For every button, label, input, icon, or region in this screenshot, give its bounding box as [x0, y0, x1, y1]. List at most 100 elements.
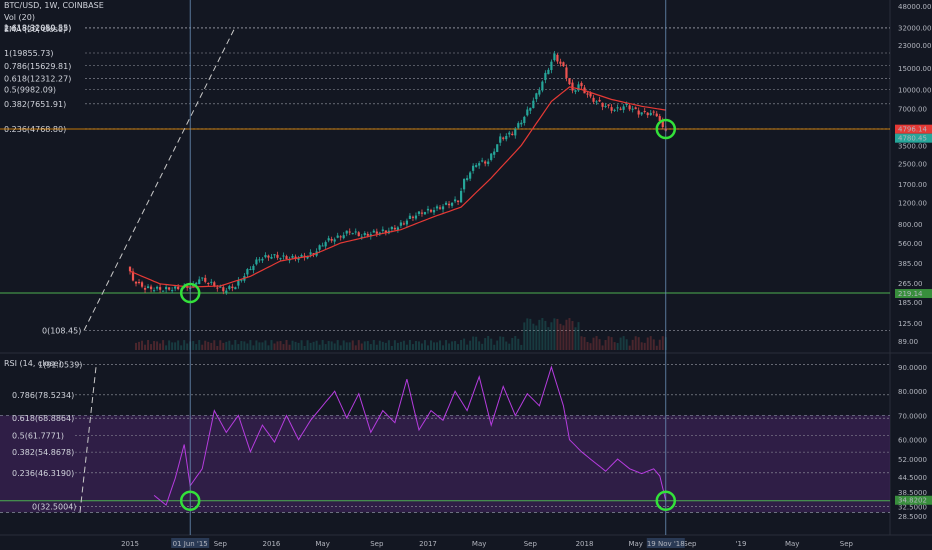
volume-bar	[505, 341, 508, 350]
candle-body	[559, 61, 562, 64]
candle-body	[282, 255, 285, 257]
volume-bar	[216, 345, 219, 350]
volume-bar	[442, 345, 445, 350]
volume-bar	[661, 336, 664, 350]
volume-bar	[207, 341, 210, 350]
volume-bar	[426, 345, 429, 350]
volume-bar	[351, 340, 354, 350]
volume-bar	[547, 327, 550, 350]
candle-body	[219, 286, 222, 288]
price-axis-tick: 48000.00	[898, 3, 931, 11]
rsi-axis-tick: 32.5000	[898, 503, 927, 511]
candle-body	[444, 202, 448, 205]
volume-bar	[210, 342, 213, 350]
volume-bar	[493, 344, 496, 350]
volume-bar	[451, 341, 454, 350]
candle-body	[399, 222, 402, 226]
price-axis-tick: 560.00	[898, 240, 923, 248]
rsi-axis-tick: 52.0000	[898, 456, 927, 464]
price-axis-tick: 2500.00	[898, 160, 927, 168]
candle-body	[345, 230, 348, 234]
volume-bar	[423, 340, 426, 350]
volume-bar	[300, 340, 303, 350]
candle-body	[155, 286, 159, 289]
volume-bar	[595, 336, 598, 350]
volume-bar	[228, 340, 231, 350]
candle-body	[291, 255, 294, 258]
candle-body	[321, 245, 324, 247]
volume-bar	[478, 341, 481, 350]
candle-body	[162, 290, 165, 292]
candle-body	[411, 216, 415, 218]
candle-body	[143, 288, 147, 290]
rsi-axis-tick: 90.0000	[898, 364, 927, 372]
volume-bar	[384, 342, 387, 350]
candle-body	[607, 104, 610, 106]
candle-body	[472, 165, 475, 171]
ema-indicator-label: EMA (20, close)	[4, 25, 67, 34]
volume-bar	[306, 340, 309, 350]
time-axis-tick: Sep	[524, 540, 538, 548]
volume-bar	[402, 340, 405, 350]
volume-bar	[532, 323, 535, 350]
price-axis-tick: 89.00	[898, 338, 918, 346]
time-axis-tick: '19	[736, 540, 747, 548]
volume-bar	[240, 341, 243, 350]
candle-body	[333, 239, 336, 242]
candle-body	[146, 286, 150, 289]
ema-line	[129, 86, 666, 288]
volume-bar	[475, 336, 478, 350]
volume-bar	[544, 320, 547, 350]
candle-body	[619, 108, 622, 110]
time-marker-badge-text: 19 Nov '18	[647, 540, 685, 548]
candle-body	[469, 172, 472, 179]
volume-bar	[396, 342, 399, 350]
candle-body	[634, 107, 637, 110]
candle-body	[273, 254, 276, 256]
candle-body	[131, 271, 135, 281]
volume-bar	[448, 343, 451, 350]
candle-body	[574, 90, 577, 92]
volume-bar	[529, 318, 532, 350]
volume-bar	[252, 345, 255, 350]
candle-body	[171, 290, 174, 292]
volume-bar	[565, 319, 568, 350]
time-axis-tick: May	[315, 540, 329, 548]
volume-bar	[135, 342, 138, 350]
candle-body	[517, 123, 520, 128]
candle-body	[372, 230, 375, 233]
candle-body	[396, 227, 399, 231]
volume-bar	[165, 345, 168, 350]
volume-bar	[517, 338, 520, 350]
time-axis-tick: Sep	[370, 540, 384, 548]
rsi-fib-label: 0(32.5004)	[32, 502, 76, 511]
volume-bar	[345, 342, 348, 350]
candle-body	[348, 231, 351, 233]
volume-bar	[610, 337, 613, 350]
price-axis-tick: 32000.00	[898, 25, 931, 33]
volume-bar	[213, 340, 216, 350]
time-axis-tick: Sep	[214, 540, 228, 548]
volume-bar	[652, 339, 655, 350]
volume-bar	[225, 341, 228, 350]
volume-bar	[634, 336, 637, 350]
volume-bar	[360, 343, 363, 350]
candle-body	[508, 132, 511, 135]
volume-bar	[327, 341, 330, 350]
volume-bar	[541, 318, 544, 350]
volume-bar	[183, 340, 186, 350]
candle-body	[661, 119, 664, 128]
candle-body	[646, 112, 649, 116]
volume-bar	[637, 337, 640, 350]
candle-body	[137, 281, 141, 283]
candle-body	[535, 93, 538, 100]
volume-bar	[622, 336, 625, 350]
volume-bar	[562, 325, 565, 350]
price-axis-tick: 23000.00	[898, 42, 931, 50]
candle-body	[408, 215, 412, 219]
candle-body	[294, 256, 297, 259]
volume-bar	[445, 340, 448, 350]
volume-bar	[454, 341, 457, 350]
candle-body	[520, 122, 523, 125]
rsi-axis-tick: 38.5000	[898, 489, 927, 497]
